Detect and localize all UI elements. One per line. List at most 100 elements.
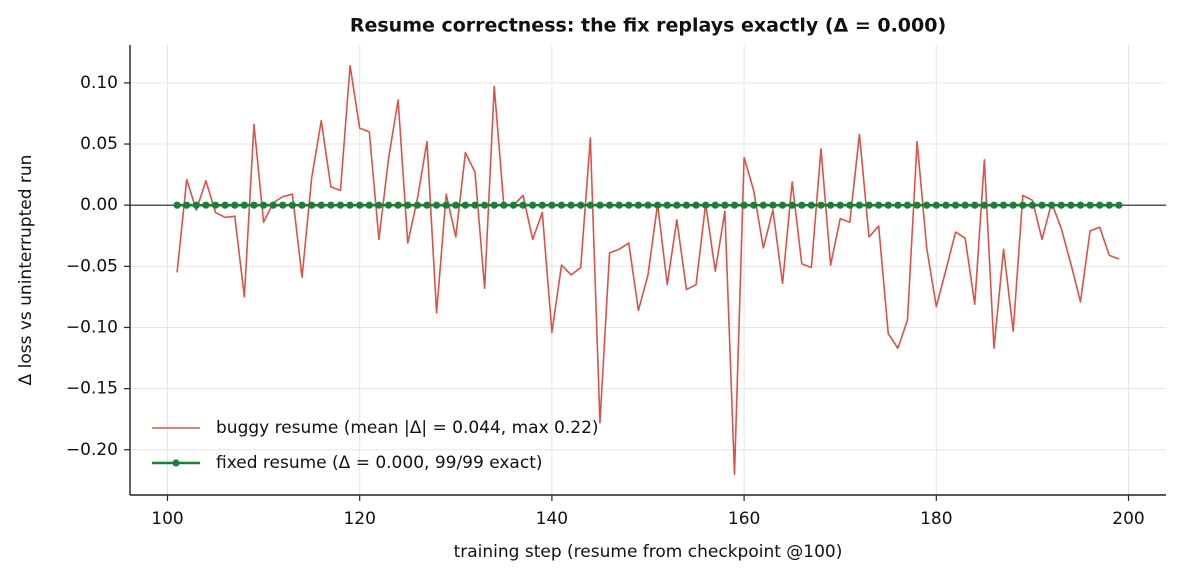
y-tick-label: −0.20 — [66, 440, 118, 460]
point — [365, 201, 373, 209]
point — [519, 201, 527, 209]
point — [1057, 201, 1065, 209]
point — [932, 201, 940, 209]
point — [346, 201, 354, 209]
point — [644, 201, 652, 209]
point — [211, 201, 220, 209]
point — [865, 201, 873, 209]
point — [557, 201, 566, 209]
point — [884, 201, 892, 209]
point — [846, 201, 854, 209]
point — [308, 201, 316, 209]
point — [490, 201, 498, 209]
x-tick-label: 180 — [920, 509, 952, 529]
point — [971, 201, 979, 209]
point — [192, 201, 200, 209]
point — [413, 201, 421, 209]
point — [432, 201, 441, 209]
point — [183, 201, 191, 209]
point — [990, 201, 998, 209]
series-line — [176, 64, 1120, 476]
point — [788, 201, 796, 209]
point — [798, 201, 806, 209]
point — [951, 201, 960, 209]
point — [692, 201, 700, 209]
point — [375, 201, 383, 209]
point — [250, 201, 258, 209]
legend-label: buggy resume (mean |Δ| = 0.044, max 0.22… — [216, 418, 599, 438]
point — [481, 201, 489, 209]
y-tick-label: −0.15 — [66, 379, 118, 399]
point — [1019, 201, 1027, 209]
point — [202, 201, 210, 209]
point — [259, 201, 268, 209]
point — [240, 201, 248, 209]
point — [836, 201, 844, 209]
point — [730, 201, 739, 209]
point — [279, 201, 287, 209]
point — [471, 201, 479, 209]
point — [317, 201, 325, 209]
point — [529, 201, 537, 209]
point — [1086, 201, 1094, 209]
point — [913, 201, 921, 209]
point — [288, 201, 297, 209]
point — [759, 201, 767, 209]
point — [634, 201, 642, 209]
y-tick-label: 0.00 — [80, 195, 118, 215]
point — [567, 201, 575, 209]
point — [1028, 201, 1037, 209]
point — [673, 201, 681, 209]
x-axis-label: training step (resume from checkpoint @1… — [454, 542, 843, 562]
y-tick-label: 0.10 — [80, 73, 118, 93]
point — [1115, 201, 1123, 209]
point — [778, 201, 787, 209]
point — [461, 201, 470, 209]
x-tick-label: 100 — [151, 509, 183, 529]
point — [327, 201, 335, 209]
point — [442, 201, 450, 209]
point — [538, 201, 546, 209]
y-tick-label: −0.10 — [66, 317, 118, 337]
point — [826, 201, 835, 209]
point — [605, 201, 614, 209]
point — [903, 201, 912, 209]
point — [548, 201, 556, 209]
y-axis-label: Δ loss vs uninterrupted run — [16, 155, 36, 386]
point — [711, 201, 719, 209]
point — [702, 201, 710, 209]
point — [596, 201, 604, 209]
point — [1067, 201, 1075, 209]
point — [231, 201, 239, 209]
point — [586, 201, 594, 209]
point — [509, 201, 518, 209]
point — [875, 201, 883, 209]
point — [855, 201, 864, 209]
point — [1009, 201, 1017, 209]
point — [404, 201, 412, 209]
legend-marker — [172, 459, 180, 467]
point — [394, 201, 402, 209]
point — [942, 201, 950, 209]
point — [356, 201, 364, 209]
y-tick-label: 0.05 — [80, 134, 118, 154]
y-tick-label: −0.05 — [66, 256, 118, 276]
legend-label: fixed resume (Δ = 0.000, 99/99 exact) — [216, 453, 543, 473]
point — [1105, 201, 1113, 209]
point — [721, 201, 729, 209]
point — [1038, 201, 1046, 209]
point — [625, 201, 633, 209]
point — [769, 201, 777, 209]
point — [173, 201, 181, 209]
point — [384, 201, 393, 209]
x-tick-label: 160 — [728, 509, 760, 529]
point — [923, 201, 931, 209]
point — [654, 201, 662, 209]
point — [980, 201, 988, 209]
x-tick-label: 140 — [536, 509, 568, 529]
point — [269, 201, 277, 209]
point — [1096, 201, 1104, 209]
x-tick-label: 120 — [343, 509, 375, 529]
point — [894, 201, 902, 209]
point — [615, 201, 623, 209]
